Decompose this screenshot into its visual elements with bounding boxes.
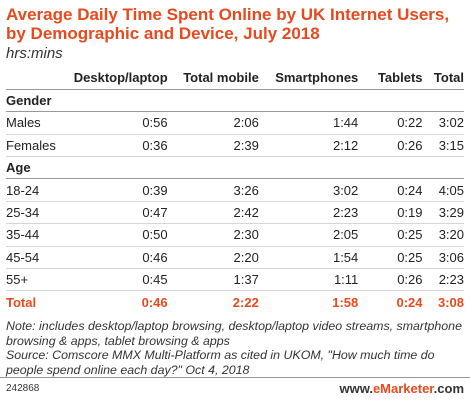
chart-subtitle: hrs:mins <box>6 45 63 62</box>
table-cell: 3:20 <box>422 223 464 247</box>
table-cell: 2:23 <box>258 201 359 225</box>
table-row: 35-44 0:50 2:30 2:05 0:25 3:20 <box>6 223 464 247</box>
table-cell: 0:50 <box>68 223 168 247</box>
row-label: 18-24 <box>6 178 69 202</box>
table-row: Females 0:36 2:39 2:12 0:26 3:15 <box>6 134 464 158</box>
table-row: 45-54 0:46 2:20 1:54 0:25 3:06 <box>6 246 464 270</box>
emarketer-logo[interactable]: www.eMarketer.com <box>339 381 464 396</box>
row-label: 55+ <box>6 268 69 292</box>
total-row: Total 0:46 2:22 1:58 0:24 3:08 <box>6 290 464 314</box>
section-row: Age <box>6 156 464 180</box>
chart-title: Average Daily Time Spent Online by UK In… <box>6 5 450 43</box>
total-cell: 2:22 <box>167 290 259 314</box>
table-cell: 1:44 <box>258 111 359 135</box>
table-cell: 0:36 <box>68 134 168 158</box>
table-cell: 1:37 <box>167 268 259 292</box>
total-cell: 0:46 <box>68 290 168 314</box>
header-row: Desktop/laptop Total mobile Smartphones … <box>6 67 464 90</box>
column-header: Total mobile <box>167 67 259 90</box>
table-cell: 2:30 <box>167 223 259 247</box>
table-cell: 3:15 <box>422 134 464 158</box>
column-header: Total <box>422 67 464 90</box>
chart-note: Note: includes desktop/laptop browsing, … <box>6 319 464 377</box>
section-row: Gender <box>6 89 464 113</box>
table-cell: 3:26 <box>167 178 259 202</box>
total-cell: 0:24 <box>358 290 423 314</box>
table-row: 25-34 0:47 2:42 2:23 0:19 3:29 <box>6 201 464 225</box>
source-text: Source: Comscore MMX Multi-Platform as c… <box>6 348 435 377</box>
table-cell: 3:29 <box>422 201 464 225</box>
table-cell: 2:42 <box>167 201 259 225</box>
row-label: 35-44 <box>6 223 69 247</box>
table-cell: 0:39 <box>68 178 168 202</box>
table-cell: 0:22 <box>358 111 423 135</box>
total-label: Total <box>6 290 69 314</box>
table-cell: 2:39 <box>167 134 259 158</box>
brand-name: eMarketer <box>372 381 434 396</box>
table-cell: 2:23 <box>422 268 464 292</box>
table-cell: 0:47 <box>68 201 168 225</box>
table-cell: 0:25 <box>358 223 423 247</box>
footer: 242868 www.eMarketer.com <box>0 377 470 400</box>
table-cell: 4:05 <box>422 178 464 202</box>
table-cell: 0:19 <box>358 201 423 225</box>
chart-id: 242868 <box>6 383 40 394</box>
row-label: 25-34 <box>6 201 69 225</box>
total-cell: 3:08 <box>422 290 464 314</box>
table-row: Males 0:56 2:06 1:44 0:22 3:02 <box>6 111 464 135</box>
table-cell: 1:11 <box>258 268 359 292</box>
brand-prefix: www. <box>339 381 373 396</box>
table-cell: 0:56 <box>68 111 168 135</box>
table-body: Gender Males 0:56 2:06 1:44 0:22 3:02 Females 0:… <box>6 89 464 314</box>
row-label: Females <box>6 134 69 158</box>
section-label: Age <box>6 156 464 180</box>
section-label: Gender <box>6 89 464 113</box>
table-cell: 0:26 <box>358 268 423 292</box>
table-cell: 0:26 <box>358 134 423 158</box>
table-cell: 0:45 <box>68 268 168 292</box>
table-cell: 2:20 <box>167 246 259 270</box>
column-header: Smartphones <box>258 67 359 90</box>
table-cell: 2:06 <box>167 111 259 135</box>
table-cell: 0:25 <box>358 246 423 270</box>
column-header: Desktop/laptop <box>68 67 168 90</box>
table-row: 18-24 0:39 3:26 3:02 0:24 4:05 <box>6 178 464 202</box>
data-table: Desktop/laptop Total mobile Smartphones … <box>6 67 464 314</box>
row-label: Males <box>6 111 69 135</box>
table-cell: 3:02 <box>258 178 359 202</box>
note-text: Note: includes desktop/laptop browsing, … <box>6 319 462 348</box>
column-header: Tablets <box>358 67 423 90</box>
table-cell: 3:02 <box>422 111 464 135</box>
table-row: 55+ 0:45 1:37 1:11 0:26 2:23 <box>6 268 464 292</box>
header-row-label <box>6 67 69 90</box>
total-cell: 1:58 <box>258 290 359 314</box>
table-cell: 0:24 <box>358 178 423 202</box>
brand-suffix: .com <box>433 381 464 396</box>
row-label: 45-54 <box>6 246 69 270</box>
table-cell: 2:12 <box>258 134 359 158</box>
table-cell: 3:06 <box>422 246 464 270</box>
table-cell: 1:54 <box>258 246 359 270</box>
table-cell: 2:05 <box>258 223 359 247</box>
table-cell: 0:46 <box>68 246 168 270</box>
